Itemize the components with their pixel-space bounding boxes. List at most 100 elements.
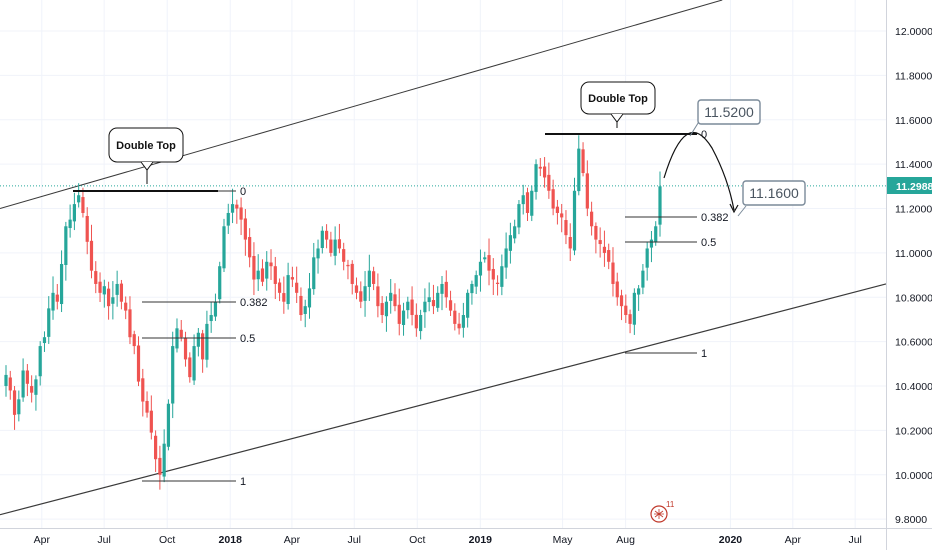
candle-body: [64, 226, 68, 265]
candle-body: [8, 377, 12, 391]
price-tick-label: 10.6000: [895, 337, 932, 349]
candle-body: [111, 297, 115, 304]
projection-arrow-icon: [729, 203, 739, 214]
candle-body: [188, 357, 192, 378]
candle-body: [628, 314, 632, 324]
price-tick-label: 9.8000: [895, 514, 927, 526]
candle-body: [230, 204, 235, 213]
time-tick-label: 2019: [469, 534, 493, 546]
target-connector: [737, 205, 747, 217]
price-target-upper-label: 11.5200: [704, 104, 754, 120]
candle-body: [68, 219, 72, 229]
price-tick-label: 11.2000: [895, 204, 932, 216]
event-badge[interactable]: 11: [650, 500, 675, 523]
time-tick-label: Oct: [409, 534, 425, 546]
time-tick-label: Jul: [97, 534, 110, 546]
left-callout-label: Double Top: [116, 140, 176, 152]
candle-body: [77, 195, 81, 203]
candle-body: [401, 310, 406, 326]
candle-body: [136, 345, 141, 382]
candle-body: [30, 386, 34, 393]
grid: [0, 0, 886, 528]
candle-body: [209, 315, 213, 322]
candle-body: [295, 282, 299, 293]
candle-body: [474, 275, 478, 287]
candle-body: [577, 148, 581, 192]
candle-body: [637, 288, 641, 295]
candle-body: [81, 197, 85, 213]
price-tick-label: 10.0000: [895, 470, 932, 482]
candle-body: [277, 282, 282, 293]
candle-body: [431, 300, 436, 307]
candle-body: [141, 378, 145, 402]
candle-body: [572, 190, 577, 251]
candle-body: [55, 294, 59, 302]
candle-body: [25, 370, 29, 384]
left-fib-05-label: 0.5: [240, 333, 255, 345]
candle-body: [483, 257, 487, 260]
candle-body: [51, 292, 55, 311]
candle-body: [478, 261, 483, 276]
candle-body: [641, 270, 645, 288]
candle-body: [192, 346, 196, 381]
candle-body: [248, 237, 252, 258]
candle-body: [316, 248, 320, 259]
candle-body: [393, 294, 397, 307]
candle-body: [649, 239, 654, 248]
candle-body: [59, 264, 64, 305]
price-target-lower-box: [742, 180, 806, 206]
candle-body: [354, 285, 359, 293]
price-tick-label: 11.4000: [895, 159, 932, 171]
candle-body: [397, 304, 401, 324]
time-tick-label: Jul: [348, 534, 361, 546]
event-badge-glyph: [654, 509, 664, 519]
price-target-upper-box: [697, 99, 761, 125]
candle-body: [500, 266, 504, 287]
candle-body: [243, 218, 247, 240]
candle-body: [457, 323, 461, 329]
time-tick-label: Apr: [284, 534, 301, 546]
right-fib-0382-label: 0.382: [701, 212, 729, 224]
candle-body: [491, 268, 495, 280]
projection-path: [663, 131, 747, 217]
candle-body: [106, 288, 111, 307]
candle-body: [495, 282, 500, 284]
candle-body: [632, 292, 636, 325]
candle-body: [380, 303, 384, 316]
candle-body: [560, 213, 564, 218]
candle-body: [427, 297, 431, 303]
candle-body: [372, 271, 376, 284]
price-tick-label: 11.0000: [895, 248, 932, 260]
candle-body: [98, 281, 102, 293]
candle-body: [440, 283, 444, 294]
candle-body: [624, 305, 628, 316]
candle-body: [235, 204, 239, 209]
price-target-lower-label: 11.1600: [749, 185, 799, 201]
candle-body: [72, 204, 76, 222]
candle-body: [286, 275, 290, 305]
candle-body: [658, 186, 662, 225]
candle-body: [34, 379, 38, 395]
candle-body: [513, 226, 517, 239]
candle-body: [47, 308, 51, 337]
candle-body: [619, 295, 624, 307]
candle-body: [598, 240, 602, 245]
time-tick-label: Apr: [34, 534, 51, 546]
right-fib-0-label: 0: [701, 129, 707, 141]
candle-body: [590, 211, 594, 227]
candle-body: [4, 374, 8, 387]
time-tick-label: May: [553, 534, 574, 546]
candle-body: [517, 204, 521, 228]
time-axis[interactable]: Apr Jul Oct 2018 Apr Jul Oct 2019 May Aug 2020 Apr J…: [0, 528, 932, 547]
last-price-tag-label: 11.2988: [896, 181, 932, 193]
price-target-upper: 11.5200: [689, 99, 761, 137]
price-axis[interactable]: 12.0000 11.8000 11.6000 11.4000 11.2000 11.00…: [886, 0, 932, 550]
candle-body: [149, 410, 153, 433]
candle-body: [265, 261, 269, 279]
candle-body: [389, 292, 393, 301]
candle-body: [337, 239, 342, 249]
right-callout-label: Double Top: [588, 93, 648, 105]
candle-body: [329, 239, 333, 253]
candle-body: [508, 235, 512, 251]
